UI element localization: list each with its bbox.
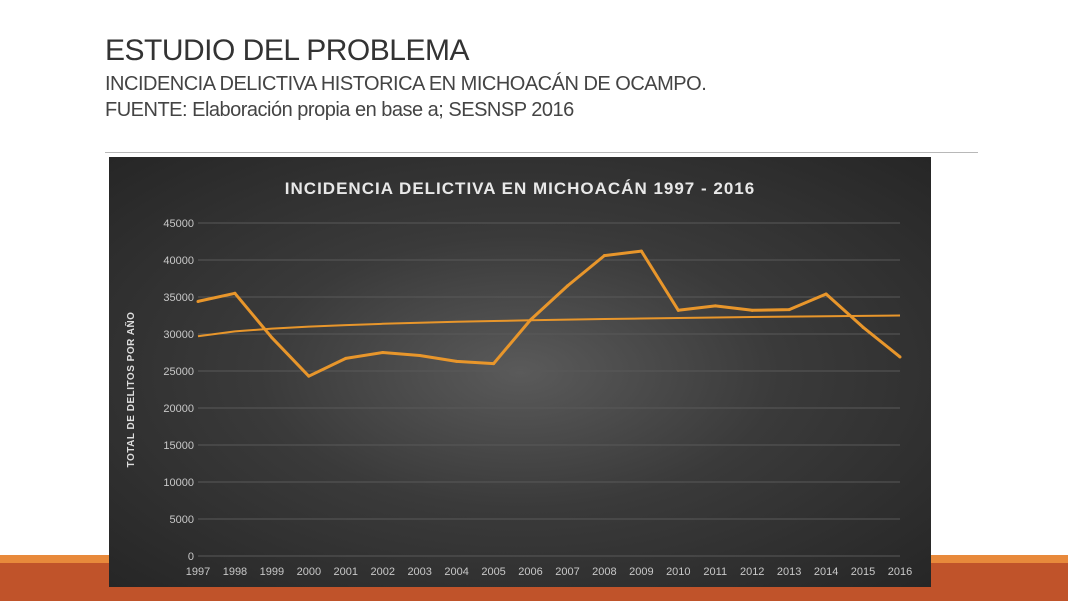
x-tick-label: 2007 (555, 566, 579, 578)
subtitle-line-1: INCIDENCIA DELICTIVA HISTORICA EN MICHOA… (105, 73, 707, 95)
x-axis-ticks: 1997 1998 1999 2000 2001 2002 2003 2004 2005 2006… (186, 566, 912, 578)
data-point-1999 (270, 336, 274, 340)
x-tick-label: 2002 (370, 566, 394, 578)
data-point-2007 (565, 284, 569, 288)
data-point-2010 (676, 308, 680, 312)
data-point-2013 (787, 308, 791, 312)
data-point-2014 (824, 292, 828, 296)
x-tick-label: 2005 (481, 566, 505, 578)
x-tick-label: 1997 (186, 566, 210, 578)
y-tick-label: 40000 (163, 255, 194, 267)
y-tick-label: 10000 (163, 477, 194, 489)
series-group (196, 249, 902, 378)
data-point-2016 (898, 355, 902, 359)
y-tick-label: 30000 (163, 329, 194, 341)
x-tick-label: 2016 (888, 566, 912, 578)
data-point-2004 (455, 359, 459, 363)
chart-title: INCIDENCIA DELICTIVA EN MICHOACÁN 1997 -… (285, 179, 755, 198)
data-point-2001 (344, 356, 348, 360)
y-tick-label: 35000 (163, 292, 194, 304)
x-tick-label: 2013 (777, 566, 801, 578)
x-tick-label: 1998 (223, 566, 247, 578)
line-chart: INCIDENCIA DELICTIVA EN MICHOACÁN 1997 -… (124, 179, 912, 578)
data-point-1997 (196, 299, 200, 303)
data-point-2006 (529, 318, 533, 322)
data-point-2000 (307, 374, 311, 378)
data-point-2011 (713, 304, 717, 308)
y-axis-ticks: 0 5000 10000 15000 20000 25000 30000 35000 40000… (163, 218, 194, 563)
data-point-2005 (492, 362, 496, 366)
chart-panel: INCIDENCIA DELICTIVA EN MICHOACÁN 1997 -… (109, 157, 931, 587)
trendline (197, 314, 901, 338)
x-tick-label: 2014 (814, 566, 838, 578)
slide-title: ESTUDIO DEL PROBLEMA (105, 34, 469, 67)
data-point-2015 (861, 325, 865, 329)
data-point-2009 (639, 249, 643, 253)
trendline-group (197, 314, 901, 338)
y-tick-label: 5000 (170, 514, 194, 526)
gridlines (198, 222, 900, 557)
x-tick-label: 1999 (260, 566, 284, 578)
x-tick-label: 2015 (851, 566, 875, 578)
y-axis-label: TOTAL DE DELITOS POR AÑO (124, 312, 137, 468)
data-point-1998 (233, 291, 237, 295)
x-tick-label: 2012 (740, 566, 764, 578)
x-tick-label: 2008 (592, 566, 616, 578)
x-tick-label: 2003 (407, 566, 431, 578)
data-point-2003 (418, 353, 422, 357)
y-tick-label: 20000 (163, 403, 194, 415)
slide-subtitle: INCIDENCIA DELICTIVA HISTORICA EN MICHOA… (105, 71, 707, 123)
data-point-2002 (381, 351, 385, 354)
x-tick-label: 2011 (703, 566, 727, 578)
x-tick-label: 2009 (629, 566, 653, 578)
y-tick-label: 15000 (163, 440, 194, 452)
x-tick-label: 2000 (297, 566, 321, 578)
data-point-2008 (602, 254, 606, 258)
y-tick-label: 0 (188, 551, 194, 563)
data-point-2012 (750, 308, 754, 312)
x-tick-label: 2006 (518, 566, 542, 578)
y-tick-label: 25000 (163, 366, 194, 378)
x-tick-label: 2001 (334, 566, 358, 578)
x-tick-label: 2004 (444, 566, 468, 578)
x-tick-label: 2010 (666, 566, 690, 578)
y-tick-label: 45000 (163, 218, 194, 230)
subtitle-line-2: FUENTE: Elaboración propia en base a; SE… (105, 99, 574, 121)
title-divider (105, 152, 978, 153)
series-line (197, 249, 901, 378)
